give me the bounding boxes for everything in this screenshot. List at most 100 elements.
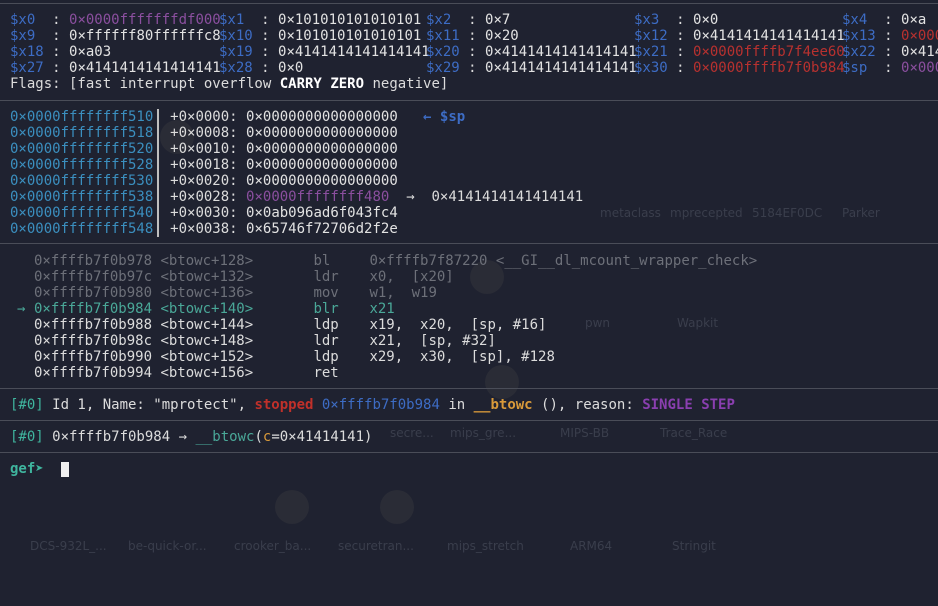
register-x9: $x9 : 0×ffffff80ffffffc8 <box>10 28 221 44</box>
stack-value: 0×0ab096ad6f043fc4 <box>246 205 398 221</box>
register-x2: $x2 : 0×7 <box>426 12 510 28</box>
stack-value: 0×0000000000000000 <box>246 157 398 173</box>
stack-row[interactable]: 0×0000ffffffff540 +0×0030: 0×0ab096ad6f0… <box>10 205 398 221</box>
spacer <box>398 109 423 125</box>
register-name: $x0 <box>10 12 36 28</box>
instruction-address: 0×ffffb7f0b978 <box>34 253 153 269</box>
stack-address: 0×0000ffffffff540 <box>10 205 154 221</box>
register-name: $x19 <box>219 44 253 60</box>
spacer <box>238 173 246 189</box>
current-instruction[interactable]: → 0×ffffb7f0b984 <btowc+140> blr x21 <box>17 301 395 317</box>
instruction-address: 0×ffffb7f0b97c <box>34 269 153 285</box>
instruction-symbol: <btowc+152> <box>160 349 254 365</box>
register-name: $x12 <box>634 28 668 44</box>
instruction-address: 0×ffffb7f0b988 <box>34 317 153 333</box>
spacer: : <box>252 28 279 44</box>
flag-zero: ZERO <box>330 76 365 92</box>
desktop-icon-label: 5184EF0DC <box>752 206 823 220</box>
spacer: : <box>667 28 694 44</box>
register-value: 0×101010101010101 <box>278 12 422 28</box>
stack-row[interactable]: 0×0000ffffffff528 +0×0018: 0×00000000000… <box>10 157 398 173</box>
desktop-icon-label: mprecepted <box>670 206 743 220</box>
instruction-row[interactable]: 0×ffffb7f0b980 <btowc+136> mov w1, w19 <box>17 285 437 301</box>
desktop-icon-label: metaclass <box>600 206 661 220</box>
stack-value: 0×0000000000000000 <box>246 125 398 141</box>
stack-divider <box>157 125 159 141</box>
register-name: $x30 <box>634 60 668 76</box>
spacer: : <box>659 12 694 28</box>
stack-offset: +0×0010: <box>170 141 238 157</box>
spacer <box>238 205 246 221</box>
instruction-row[interactable]: 0×ffffb7f0b994 <btowc+156> ret <box>17 365 369 381</box>
stack-row[interactable]: 0×0000ffffffff548 +0×0038: 0×65746f72706… <box>10 221 398 237</box>
desktop-icon-label: DCS-932L_... <box>30 539 107 553</box>
instruction-symbol: <btowc+140> <box>160 301 254 317</box>
frame-address: 0×ffffb7f0b984 → <box>43 429 196 445</box>
stack-row[interactable]: 0×0000ffffffff538 +0×0028: 0×0000fffffff… <box>10 189 583 205</box>
section-separator <box>0 100 938 101</box>
register-name: $x4 <box>842 12 868 28</box>
spacer: : <box>35 12 70 28</box>
register-name: $x22 <box>842 44 876 60</box>
register-x21: $x21 : 0×0000ffffb7f4ee60 <box>634 44 845 60</box>
stack-row[interactable]: 0×0000ffffffff510 +0×0000: 0×00000000000… <box>10 109 465 125</box>
stack-offset: +0×0030: <box>170 205 238 221</box>
spacer <box>152 333 160 349</box>
section-separator <box>0 388 938 389</box>
instruction-row[interactable]: 0×ffffb7f0b978 <btowc+128> bl 0×ffffb7f872… <box>17 253 757 269</box>
pc-arrow-icon: → <box>17 301 26 317</box>
desktop-icon-label: be-quick-or... <box>128 539 207 553</box>
gear-icon <box>485 365 519 399</box>
spacer <box>152 317 160 333</box>
stack-address: 0×0000ffffffff548 <box>10 221 154 237</box>
spacer <box>152 285 160 301</box>
register-value: 0×4141414141414141 <box>485 60 637 76</box>
desktop-icon-label: securetran... <box>338 539 414 553</box>
register-name: $x21 <box>634 44 668 60</box>
instruction-address: 0×ffffb7f0b990 <box>34 349 153 365</box>
stack-row[interactable]: 0×0000ffffffff530 +0×0020: 0×00000000000… <box>10 173 398 189</box>
backtrace-frame[interactable]: [#0] 0×ffffb7f0b984 → __btowc(c=0×414141… <box>10 429 372 445</box>
instruction-mnemonic: mov <box>313 285 339 301</box>
spacer <box>152 269 160 285</box>
instruction-mnemonic: bl <box>313 253 331 269</box>
spacer <box>153 141 170 157</box>
register-value: 0×101010101010101 <box>278 28 422 44</box>
register-value: 0×ffffff80ffffffc8 <box>69 28 221 44</box>
spacer: : <box>459 28 486 44</box>
instruction-mnemonic: blr <box>313 301 339 317</box>
instruction-row[interactable]: 0×ffffb7f0b97c <btowc+132> ldr x0, [x20] <box>17 269 454 285</box>
spacer <box>238 221 246 237</box>
spacer <box>52 461 60 477</box>
register-name: $x2 <box>426 12 452 28</box>
desktop-icon-label: pwn <box>585 316 611 330</box>
stack-divider <box>157 173 159 189</box>
sp-pointer-annotation: ← $sp <box>423 109 466 125</box>
desktop-icon-label: ARM64 <box>570 539 613 553</box>
stack-row[interactable]: 0×0000ffffffff520 +0×0010: 0×00000000000… <box>10 141 398 157</box>
spacer: : <box>867 60 902 76</box>
register-name: $x13 <box>842 28 876 44</box>
instruction-mnemonic: ldp <box>313 349 339 365</box>
instruction-row[interactable]: 0×ffffb7f0b990 <btowc+152> ldp x29, x30, [… <box>17 349 555 365</box>
instruction-row[interactable]: 0×ffffb7f0b98c <btowc+148> ldr x21, [sp, #… <box>17 333 496 349</box>
stack-row[interactable]: 0×0000ffffffff518 +0×0008: 0×00000000000… <box>10 125 398 141</box>
instruction-symbol: <btowc+132> <box>160 269 254 285</box>
text-cursor[interactable] <box>60 461 69 477</box>
stack-value: 0×0000000000000000 <box>246 109 398 125</box>
register-value: 0×20 <box>485 28 519 44</box>
register-value: 0×414 <box>901 44 938 60</box>
instruction-address: 0×ffffb7f0b984 <box>34 301 153 317</box>
register-value: 0×4141414141414141 <box>485 44 637 60</box>
instruction-row[interactable]: 0×ffffb7f0b988 <btowc+144> ldp x19, x20, [… <box>17 317 546 333</box>
stack-divider <box>157 141 159 157</box>
thread-pc: 0×ffffb7f0b984 <box>313 397 440 413</box>
register-x13: $x13 : 0×000 <box>842 28 938 44</box>
register-x11: $x11 : 0×20 <box>426 28 519 44</box>
frame-open-paren: ( <box>254 429 263 445</box>
spacer <box>152 349 160 365</box>
instruction-operands: w1, w19 <box>369 285 437 301</box>
command-prompt[interactable]: gef➤ <box>10 461 69 477</box>
instruction-mnemonic: ldr <box>313 333 339 349</box>
stack-address: 0×0000ffffffff538 <box>10 189 154 205</box>
